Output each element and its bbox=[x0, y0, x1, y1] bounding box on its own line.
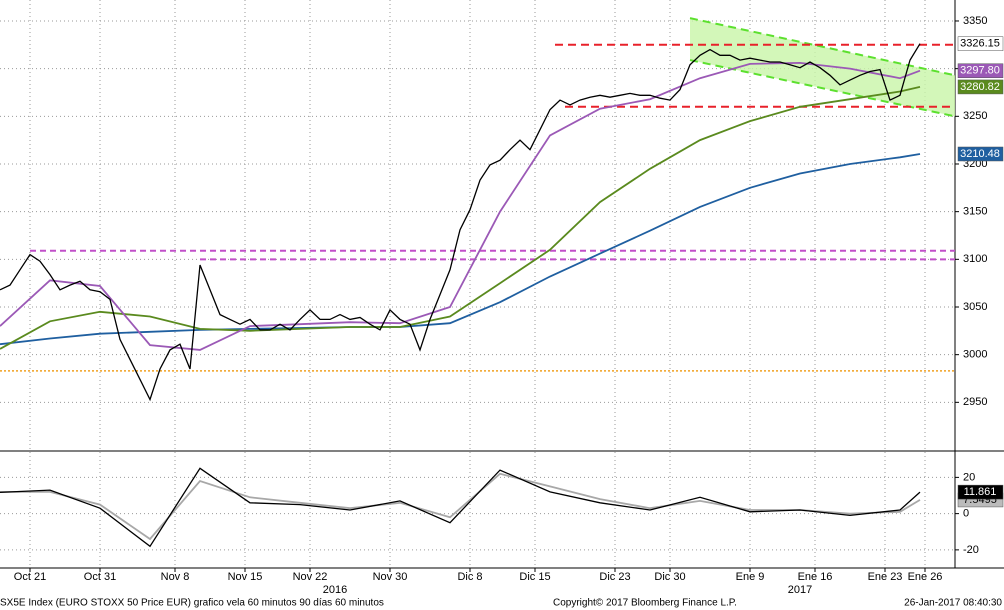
series-line bbox=[0, 86, 921, 350]
year-label: 2017 bbox=[788, 584, 812, 596]
end-label: 3210.48 bbox=[960, 148, 1000, 160]
x-tick-label: Ene 26 bbox=[908, 571, 943, 583]
end-label-box bbox=[957, 484, 1004, 500]
series-line bbox=[0, 43, 921, 402]
x-tick-label: Dic 30 bbox=[654, 571, 685, 583]
footer-left: SX5E Index (EURO STOXX 50 Price EUR) gra… bbox=[0, 598, 384, 609]
channel-fill bbox=[690, 18, 955, 117]
year-label: 2016 bbox=[323, 584, 347, 596]
channel-line bbox=[689, 17, 956, 77]
x-tick-label: Ene 16 bbox=[798, 571, 833, 583]
y-tick-label: 2950 bbox=[963, 396, 987, 408]
end-label: 11.861 bbox=[964, 486, 997, 498]
end-label: 3297.80 bbox=[960, 65, 1000, 77]
x-tick-label: Dic 23 bbox=[599, 571, 630, 583]
x-tick-label: Nov 30 bbox=[373, 571, 408, 583]
x-tick-label: Ene 23 bbox=[868, 571, 903, 583]
y-tick-label: 3150 bbox=[963, 206, 987, 218]
series-line bbox=[0, 61, 921, 351]
lower-panel: -20 0 20 Oct 21 Oct 31 Nov 8 Nov 15 Nov 22 Nov 3… bbox=[0, 452, 979, 596]
x-tick-label: Ene 9 bbox=[736, 571, 765, 583]
end-label-box bbox=[957, 36, 1004, 51]
end-label: 3326.15 bbox=[960, 38, 1000, 50]
x-tick-label: Nov 8 bbox=[161, 571, 190, 583]
x-tick-label: Nov 22 bbox=[293, 571, 328, 583]
y-tick-label: 3000 bbox=[963, 349, 987, 361]
footer-right: 26-Jan-2017 08:40:30 bbox=[904, 598, 1002, 609]
x-tick-label: Dic 15 bbox=[519, 571, 550, 583]
y-tick-label: 3250 bbox=[963, 110, 987, 122]
y-tick-label: 3350 bbox=[963, 15, 987, 27]
x-tick-label: Nov 15 bbox=[228, 571, 263, 583]
series-line bbox=[0, 467, 921, 548]
footer-center: Copyright© 2017 Bloomberg Finance L.P. bbox=[553, 598, 737, 609]
end-label-box bbox=[957, 63, 1004, 78]
end-label-box bbox=[957, 79, 1004, 95]
y-tick-label: 0 bbox=[963, 508, 969, 520]
end-label: 3280.82 bbox=[960, 81, 1000, 93]
y-tick-label: -20 bbox=[963, 544, 979, 556]
y-tick-label: 3050 bbox=[963, 301, 987, 313]
y-tick-label: 20 bbox=[963, 471, 975, 483]
y-tick-label: 3100 bbox=[963, 253, 987, 265]
x-tick-label: Dic 8 bbox=[457, 571, 482, 583]
end-label-box bbox=[957, 146, 1004, 162]
series-line bbox=[0, 153, 921, 346]
main-panel: 295030003050310031503200325033003350 bbox=[0, 0, 987, 450]
x-tick-label: Oct 21 bbox=[14, 571, 46, 583]
x-tick-label: Oct 31 bbox=[84, 571, 116, 583]
